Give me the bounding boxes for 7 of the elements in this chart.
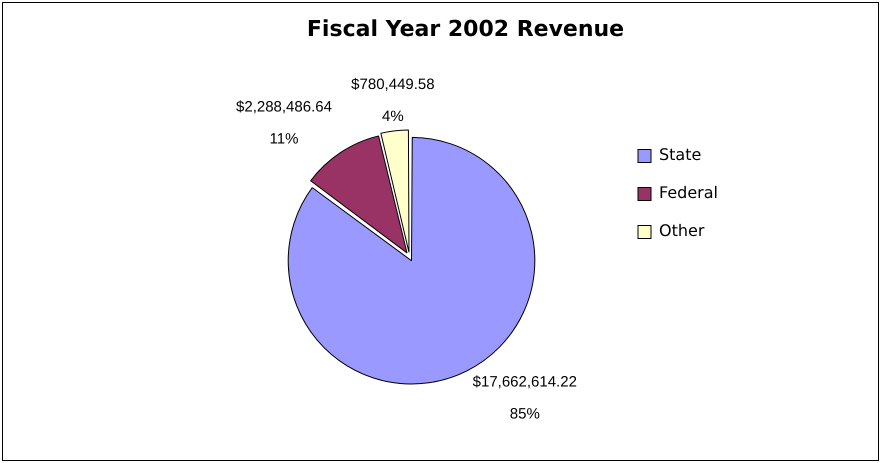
legend-label: Other: [659, 221, 705, 240]
chart-title: Fiscal Year 2002 Revenue: [306, 16, 624, 42]
legend-label: State: [659, 145, 702, 164]
legend-label: Federal: [659, 183, 718, 202]
data-label: $2,288,486.64 11%: [236, 98, 332, 148]
data-label: $17,662,614.22 85%: [472, 374, 577, 423]
data-label: $780,449.58 4%: [351, 76, 435, 126]
